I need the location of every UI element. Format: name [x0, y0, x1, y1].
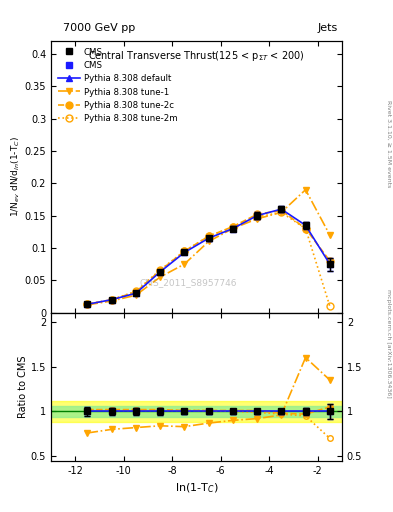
Text: Central Transverse Thrust(125 < p$_{\Sigma T}$ < 200): Central Transverse Thrust(125 < p$_{\Sig…: [88, 49, 305, 63]
Bar: [51, 400, 342, 422]
Y-axis label: 1/N$_{ev}$ dN/d$_{ln}$(1-T$_C$): 1/N$_{ev}$ dN/d$_{ln}$(1-T$_C$): [9, 136, 22, 217]
Text: mcplots.cern.ch [arXiv:1306.3436]: mcplots.cern.ch [arXiv:1306.3436]: [386, 289, 391, 397]
X-axis label: ln(1-T$_C$): ln(1-T$_C$): [174, 481, 219, 495]
Legend: CMS, CMS, Pythia 8.308 default, Pythia 8.308 tune-1, Pythia 8.308 tune-2c, Pythi: CMS, CMS, Pythia 8.308 default, Pythia 8…: [55, 45, 180, 126]
Text: Jets: Jets: [318, 23, 338, 33]
Text: Rivet 3.1.10, ≥ 1.5M events: Rivet 3.1.10, ≥ 1.5M events: [386, 100, 391, 187]
Y-axis label: Ratio to CMS: Ratio to CMS: [18, 355, 28, 418]
Text: 7000 GeV pp: 7000 GeV pp: [63, 23, 135, 33]
Text: CMS_2011_S8957746: CMS_2011_S8957746: [139, 279, 237, 287]
Bar: [51, 406, 342, 417]
